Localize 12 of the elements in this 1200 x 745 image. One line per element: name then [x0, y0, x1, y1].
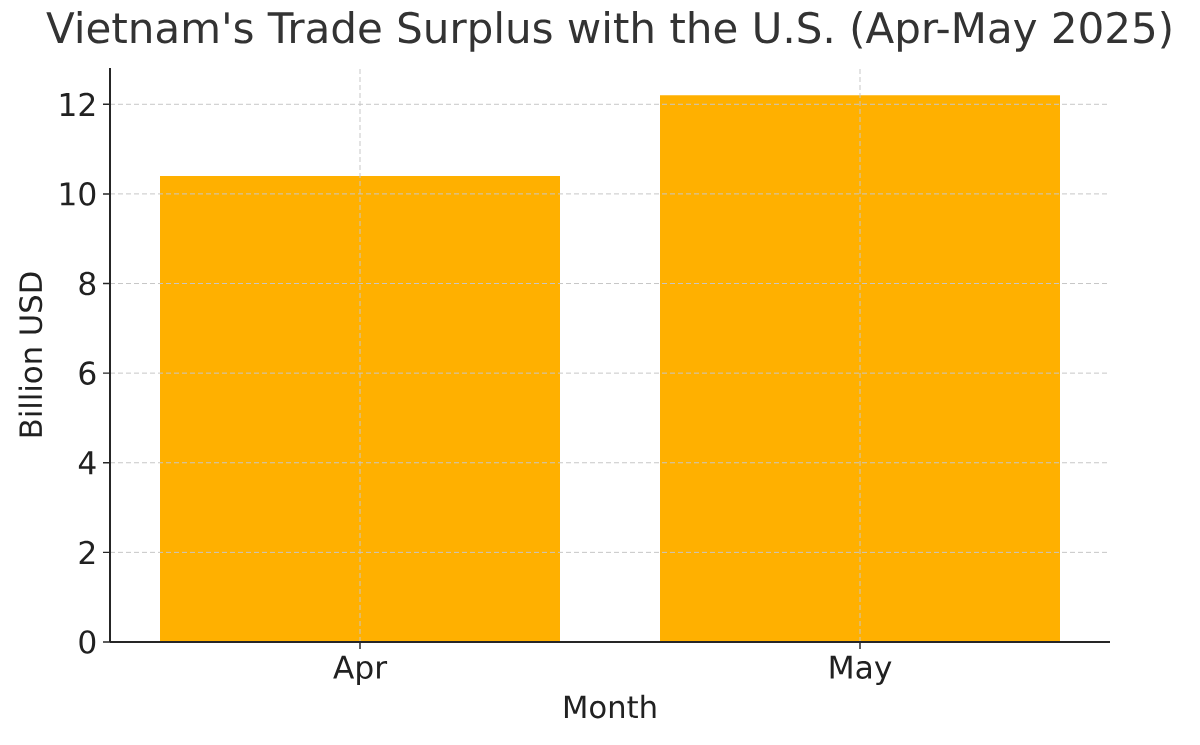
y-tick-label: 8 [79, 271, 96, 296]
y-tick-label: 6 [79, 361, 96, 385]
y-tick-label: 0 [79, 630, 96, 654]
chart-title: Vietnam's Trade Surplus with the U.S. (Apr-May 2025) [46, 11, 1171, 52]
y-tick-label: 4 [78, 451, 96, 475]
y-tick-label: 2 [79, 540, 95, 564]
x-axis-title: Month [564, 694, 656, 719]
y-axis-title: Billion USD [18, 272, 43, 437]
x-tick-label: Apr [333, 655, 388, 686]
y-tick-label: 12 [60, 92, 95, 116]
x-tick-label: May [830, 655, 892, 686]
y-tick-label: 10 [60, 182, 96, 206]
